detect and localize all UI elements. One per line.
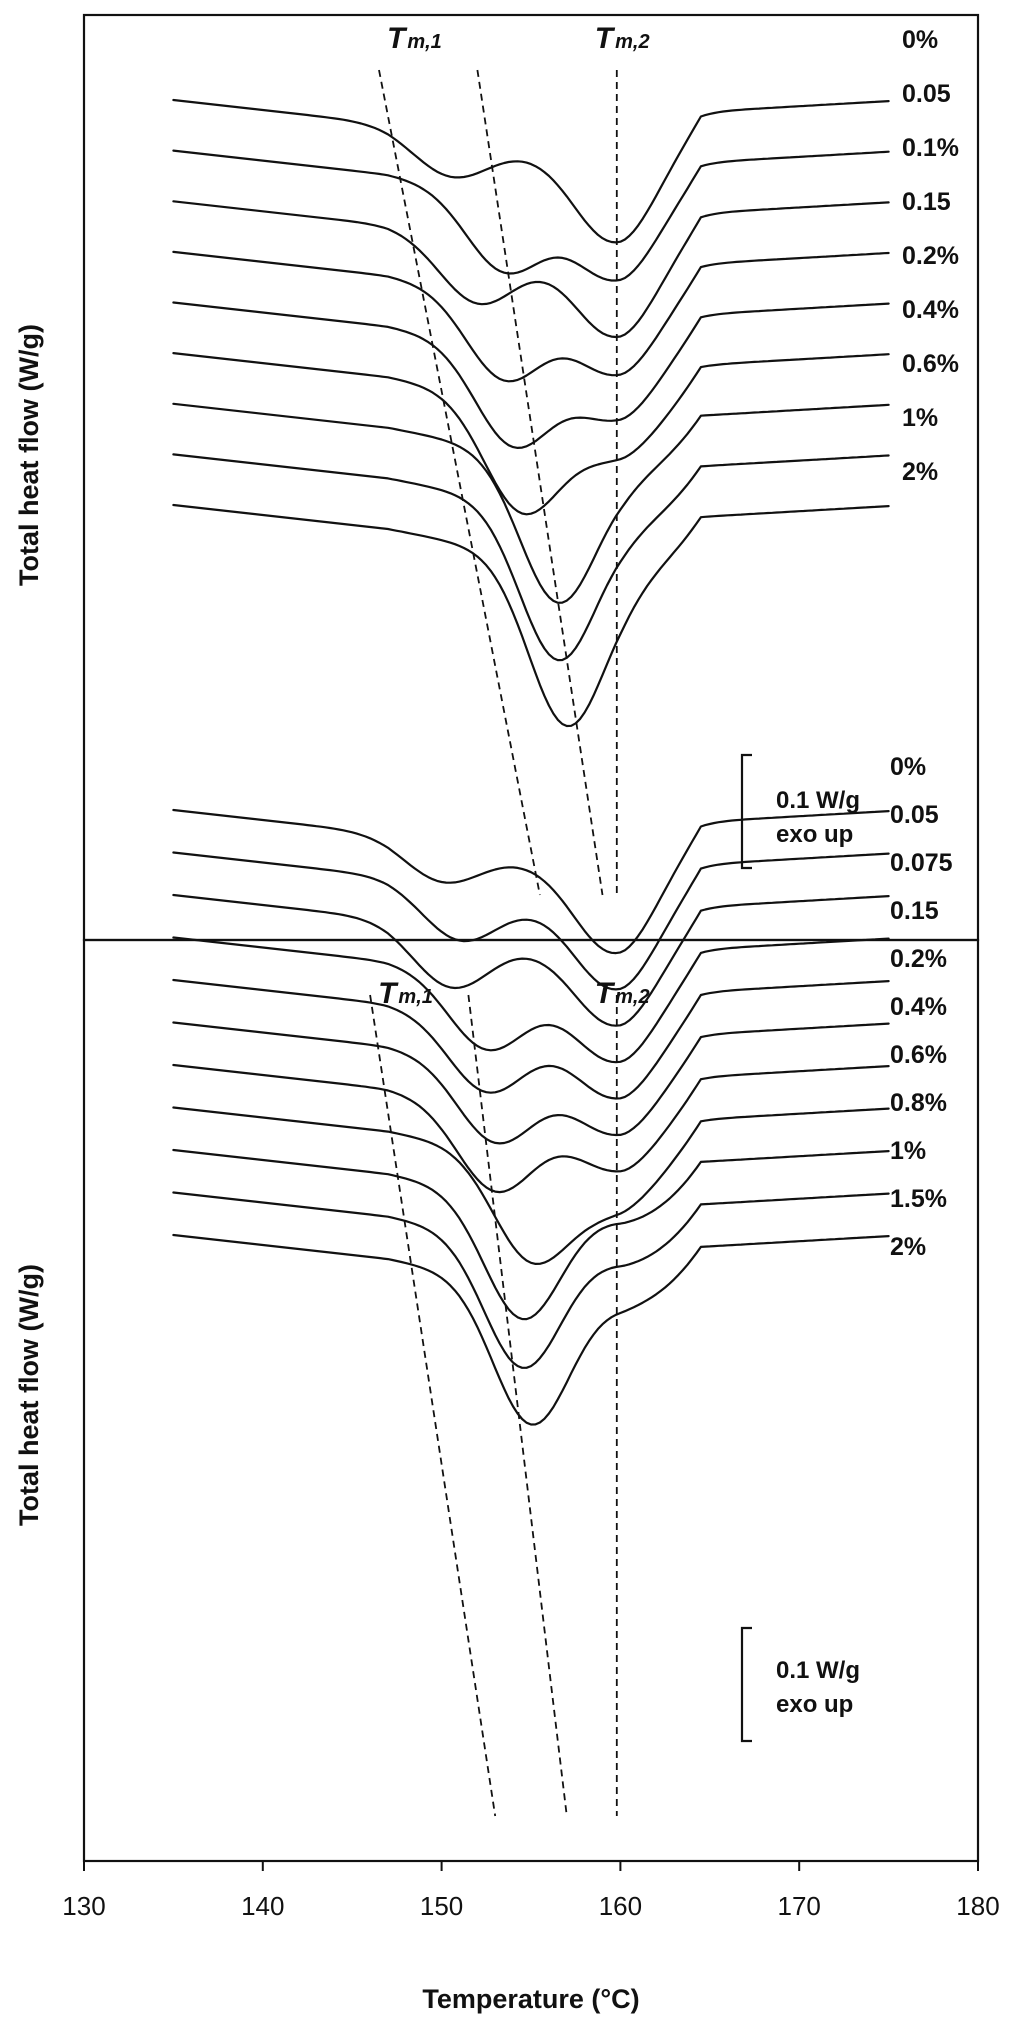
- bottom-scale-line2: exo up: [776, 1691, 853, 1718]
- series-label: 0.8%: [890, 1089, 947, 1117]
- bottom-scale-bracket: [740, 1626, 752, 1743]
- curve-0p1pct: [172, 200, 890, 339]
- curve-0p075: [172, 893, 890, 1027]
- x-tick-label: 140: [241, 1891, 284, 1921]
- bottom-panel: 0%0.050.0750.150.2%0.4%0.6%0.8%1%1.5%2% …: [14, 753, 1000, 2014]
- guide-line-2: [467, 994, 568, 1817]
- curve-0p2pct: [172, 301, 890, 449]
- x-axis-ticks: 130 140 150 160 170 180: [62, 1861, 1000, 1921]
- x-tick-label: 180: [956, 1891, 999, 1921]
- x-tick-label: 160: [599, 1891, 642, 1921]
- x-tick-label: 170: [778, 1891, 821, 1921]
- curve-0p05: [172, 851, 890, 991]
- series-label: 0.4%: [902, 296, 959, 324]
- curve-0p2pct: [172, 978, 890, 1100]
- series-label: 0.05: [902, 80, 951, 108]
- curve-0p8pct: [172, 1106, 890, 1265]
- curve-1p5pct: [172, 1191, 890, 1369]
- series-label: 0.15: [902, 188, 951, 216]
- top-guide-lines: [378, 69, 618, 896]
- curve-0p6pct: [172, 1063, 890, 1194]
- top-scale-bracket: [740, 753, 752, 870]
- series-label: 0.1%: [902, 134, 959, 162]
- top-scale-line1: 0.1 W/g: [776, 787, 860, 814]
- bottom-series-labels: 0% 0.05 0.075 0.15 0.2% 0.4% 0.6% 0.8% 1% 1.5% 2%: [890, 753, 953, 1261]
- series-label: 0%: [890, 753, 926, 781]
- series-label: 2%: [902, 458, 938, 486]
- guide-line-1: [378, 69, 541, 896]
- series-label: 0.05: [890, 801, 939, 829]
- series-label: 0.075: [890, 849, 953, 877]
- curve-0pct: [172, 98, 890, 244]
- series-label: 1%: [890, 1137, 926, 1165]
- top-curves: [172, 98, 890, 728]
- bottom-scale-line1: 0.1 W/g: [776, 1657, 860, 1684]
- top-series-labels: 0% 0.05 0.1% 0.15 0.2% 0.4% 0.6% 1% 2%: [902, 26, 959, 486]
- series-label: 0.6%: [890, 1041, 947, 1069]
- curve-0p4pct: [172, 1021, 890, 1145]
- curve-0p15: [172, 936, 890, 1064]
- series-label: 0.6%: [902, 350, 959, 378]
- series-label: 1.5%: [890, 1185, 947, 1213]
- bottom-panel-frame: [82, 938, 980, 1863]
- series-label: 0.2%: [890, 945, 947, 973]
- series-label: 0.4%: [890, 993, 947, 1021]
- bottom-scale-bar: 0.1 W/g exo up: [740, 1626, 860, 1743]
- curve-2pct: [172, 503, 890, 728]
- series-label: 1%: [902, 404, 938, 432]
- curve-1pct: [172, 1148, 890, 1321]
- curve-0p15: [172, 250, 890, 383]
- curve-0p6pct: [172, 402, 890, 604]
- top-scale-bar: 0.1 W/g exo up: [740, 753, 860, 870]
- series-label: 0.15: [890, 897, 939, 925]
- bottom-y-axis-label: Total heat flow (W/g): [14, 1264, 44, 1526]
- curve-1pct: [172, 453, 890, 662]
- bottom-curves: [172, 808, 890, 1426]
- curve-0p05: [172, 149, 890, 282]
- x-tick-label: 150: [420, 1891, 463, 1921]
- x-tick-label: 130: [62, 1891, 105, 1921]
- curve-0pct: [172, 808, 890, 955]
- x-axis-label: Temperature (°C): [422, 1984, 639, 2014]
- series-label: 0.2%: [902, 242, 959, 270]
- bottom-guide-lines: [369, 994, 618, 1817]
- top-y-axis-label: Total heat flow (W/g): [14, 324, 44, 586]
- curve-0p4pct: [172, 352, 890, 516]
- series-label: 2%: [890, 1233, 926, 1261]
- series-label: 0%: [902, 26, 938, 54]
- top-scale-line2: exo up: [776, 821, 853, 848]
- curve-2pct: [172, 1233, 890, 1426]
